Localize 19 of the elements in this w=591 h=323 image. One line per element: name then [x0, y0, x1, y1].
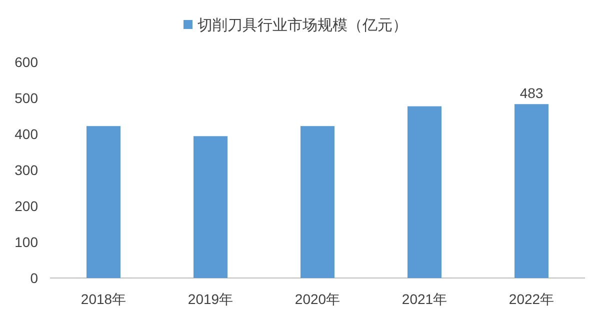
- bar: [514, 104, 548, 278]
- x-tick-label: 2018年: [80, 291, 126, 307]
- y-tick-label: 500: [14, 90, 38, 106]
- y-tick-label: 0: [30, 270, 38, 286]
- x-tick-label: 2019年: [188, 291, 234, 307]
- y-tick-label: 400: [14, 126, 38, 142]
- x-tick-label: 2021年: [402, 291, 448, 307]
- bar: [194, 136, 228, 278]
- x-tick-label: 2022年: [508, 291, 554, 307]
- x-tick-label: 2020年: [294, 291, 340, 307]
- y-tick-label: 600: [14, 54, 38, 70]
- y-tick-label: 300: [14, 162, 38, 178]
- y-tick-label: 100: [14, 234, 38, 250]
- legend-label: 切削刀具行业市场规模（亿元）: [198, 17, 408, 34]
- bar: [300, 126, 334, 278]
- bar: [408, 106, 442, 278]
- data-label: 483: [520, 85, 544, 102]
- bar: [86, 126, 120, 278]
- y-tick-label: 200: [14, 198, 38, 214]
